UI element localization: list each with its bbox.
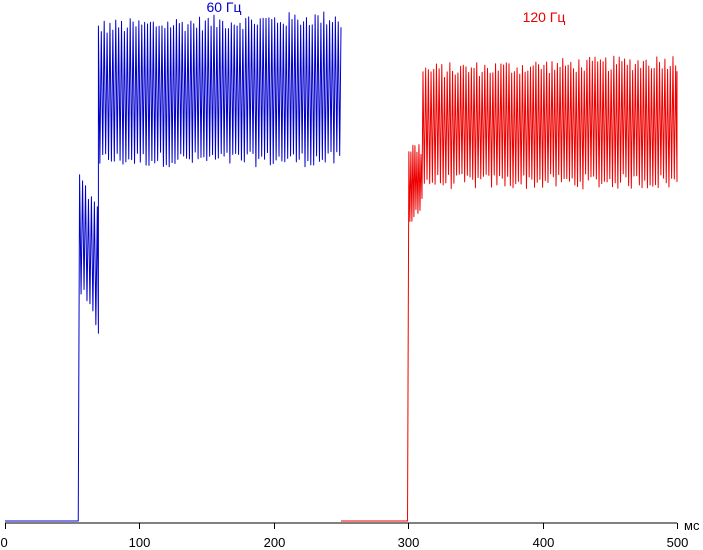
x-tick-label: 0 bbox=[1, 535, 8, 550]
series-label: 120 Гц bbox=[523, 9, 566, 25]
plot-area bbox=[5, 11, 678, 522]
x-tick-label: 500 bbox=[667, 535, 689, 550]
series-line-60hz bbox=[5, 11, 342, 522]
x-tick-label: 200 bbox=[264, 535, 286, 550]
series-line-120hz bbox=[341, 55, 678, 522]
x-tick-label: 100 bbox=[129, 535, 151, 550]
x-axis: 0 100 200 300 400 500 мс bbox=[1, 518, 700, 550]
series-label: 60 Гц bbox=[206, 0, 241, 15]
x-tick-label: 400 bbox=[533, 535, 555, 550]
x-axis-unit-label: мс bbox=[684, 518, 700, 533]
x-tick-label: 300 bbox=[398, 535, 420, 550]
series-labels: 60 Гц 120 Гц bbox=[206, 0, 565, 25]
